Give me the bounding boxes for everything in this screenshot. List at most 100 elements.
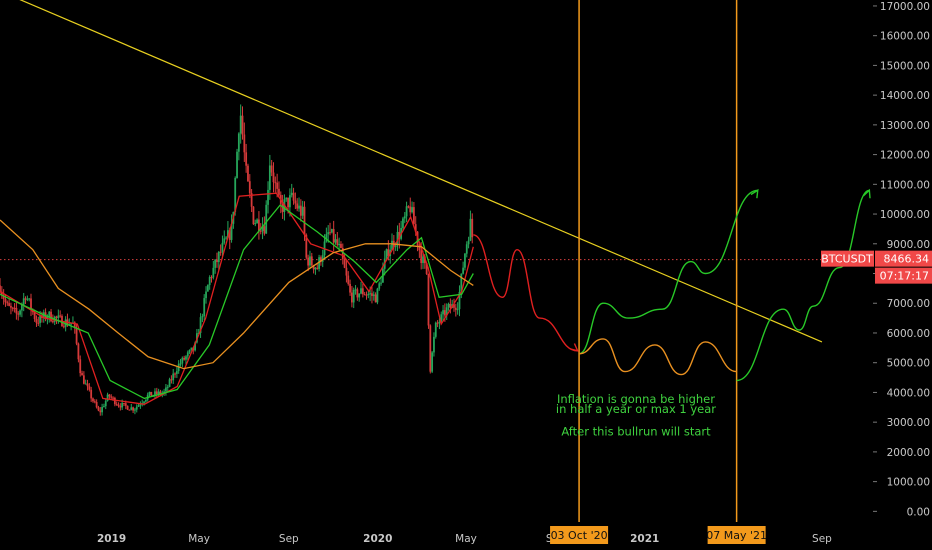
candle-body [228,230,231,240]
candle-body [270,165,273,173]
y-tick-label: 14000.00 [880,90,930,102]
candle-body [338,243,341,246]
candle-body [84,383,87,385]
candle-body [108,394,111,397]
candle-body [268,165,271,190]
candle-body [434,322,437,337]
candle-body [172,373,175,381]
candle-body [123,402,125,404]
x-tick-label: 2020 [363,533,392,545]
candle-body [0,285,1,292]
candle-body [104,400,107,407]
candle-body [170,379,173,381]
candle-body [396,231,399,246]
candle-body [10,305,12,308]
candle-body [194,342,196,351]
candle-body [341,247,344,260]
candle-body [312,265,315,270]
candle-body [467,240,470,245]
vertical-markers-group[interactable] [578,0,738,522]
candle-body [272,172,275,183]
candle-body [356,289,359,298]
annotation-text: in half a year or max 1 year [556,402,716,416]
candle-body [82,375,85,384]
y-tick-label: 5000.00 [887,358,930,370]
candle-body [440,314,443,322]
candle-body [385,249,388,259]
candle-body [352,289,355,303]
candle-body [236,151,238,178]
candle-body [256,219,258,224]
candle-body [79,359,82,374]
candle-body [445,307,448,316]
candle-body [285,197,288,200]
y-tick-label: 11000.00 [880,179,930,191]
candle-body [57,315,60,318]
candle-body [135,406,138,410]
candle-body [30,298,32,310]
candle-body [217,251,220,263]
candle-body [314,267,317,270]
candle-body [24,298,27,300]
candle-body [412,207,415,225]
candle-body [130,407,133,410]
candle-body [418,245,421,251]
projection-path[interactable] [473,234,578,352]
candle-body [163,391,165,393]
trendline-group[interactable] [0,0,823,343]
x-tick-label: 2021 [630,533,659,545]
candle-body [20,304,23,311]
candle-body [92,398,94,402]
candle-body [405,206,408,217]
candle-body [185,356,187,360]
x-tick-label: May [188,533,210,545]
candle-body [409,206,412,213]
candle-body [372,294,375,296]
candle-body [26,298,29,300]
candle-body [429,325,432,372]
projection-path[interactable] [578,189,758,355]
projection-path[interactable] [579,338,737,376]
candle-body [261,226,264,232]
candle-body [157,391,160,395]
y-tick-label: 16000.00 [880,31,930,43]
candle-body [4,299,7,303]
y-tick-label: 12000.00 [880,150,930,162]
candle-body [402,218,404,228]
candle-body [103,406,105,408]
descending-trendline[interactable] [0,0,823,343]
candle-body [345,267,348,276]
candle-body [210,277,213,279]
candle-body [203,298,206,317]
candle-body [239,115,242,134]
arrow-head-icon [750,188,759,199]
candle-body [431,352,434,372]
x-tick-label: Sep [279,533,299,545]
candle-body [332,229,335,243]
time-axis[interactable]: 2019MaySep2020MaySep2021MaySep [0,522,932,550]
arrow-head-icon [863,188,871,199]
candle-body [303,206,306,235]
candle-body [358,293,361,298]
candle-body [267,189,269,205]
candle-body [462,267,465,274]
candle-body [70,323,73,325]
candle-body [230,223,233,240]
candle-body [35,318,38,323]
y-tick-label: 15000.00 [880,60,930,72]
candle-body [380,282,382,284]
candle-body [22,298,25,305]
candle-body [254,223,257,225]
candle-body [126,405,129,410]
candle-body [407,206,410,208]
arrow-head-icon [569,343,579,352]
candle-body [2,294,5,300]
candle-body [278,188,280,195]
candle-body [148,391,151,395]
candle-body [469,218,472,241]
candle-body [39,315,42,323]
x-tick-label: 2019 [97,533,126,545]
candle-body [159,391,162,395]
candle-body [436,322,439,324]
